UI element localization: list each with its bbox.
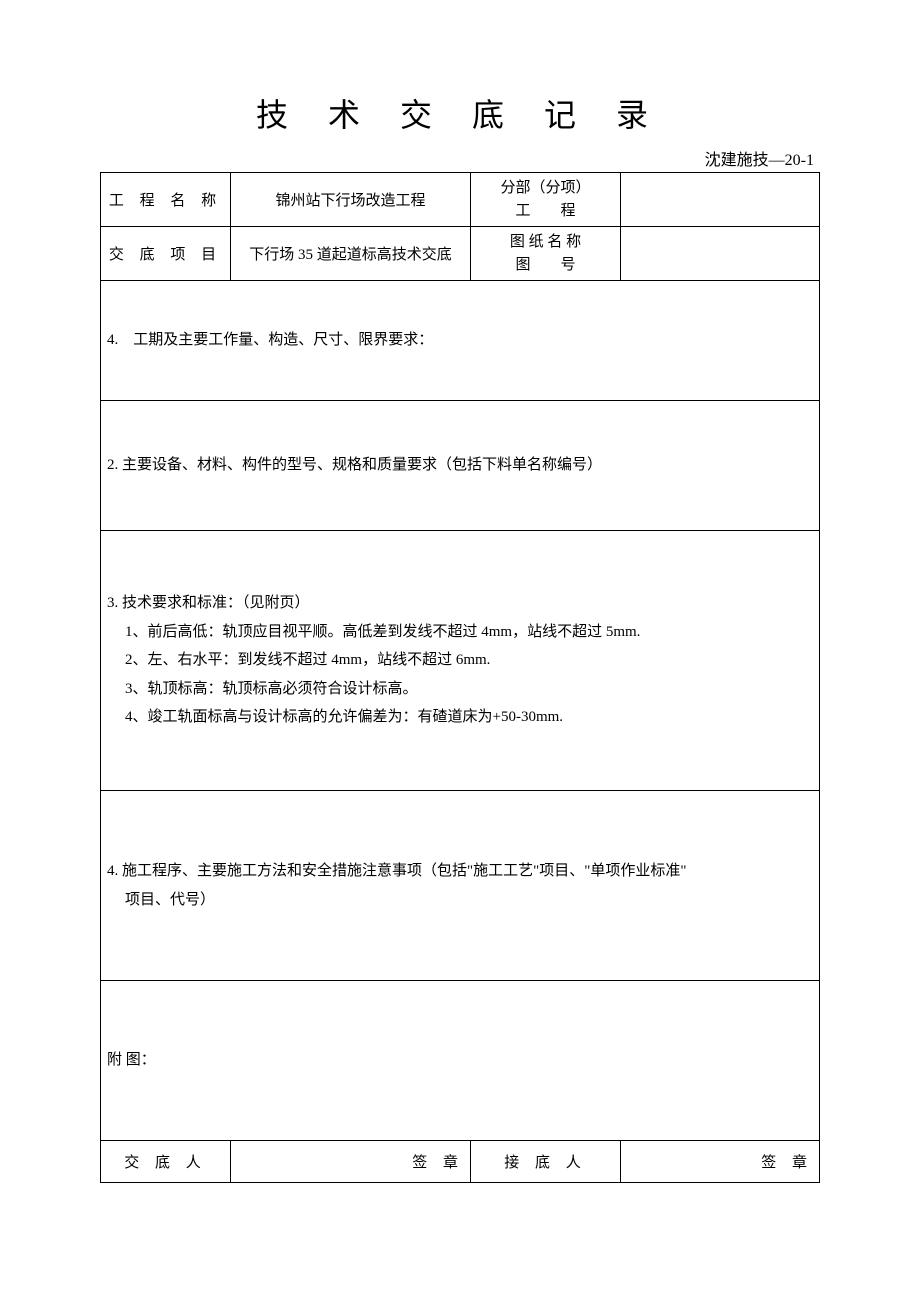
- section-1-cell: 4. 工期及主要工作量、构造、尺寸、限界要求：: [101, 281, 820, 401]
- section-3-item-2: 2、左、右水平：到发线不超过 4mm，站线不超过 6mm.: [107, 646, 813, 675]
- subsection-label: 分部（分项） 工 程: [471, 173, 621, 227]
- project-name-value: 锦州站下行场改造工程: [231, 173, 471, 227]
- section-5-title: 附 图：: [107, 1046, 813, 1075]
- subsection-value: [621, 173, 820, 227]
- item-value: 下行场 35 道起道标高技术交底: [231, 227, 471, 281]
- section-2-cell: 2. 主要设备、材料、构件的型号、规格和质量要求（包括下料单名称编号）: [101, 401, 820, 531]
- receiver-signature-field: 签 章: [621, 1141, 820, 1183]
- drawing-label-line2: 图 号: [515, 257, 575, 273]
- receiver-label: 接 底 人: [471, 1141, 621, 1183]
- main-form-table: 工 程 名 称 锦州站下行场改造工程 分部（分项） 工 程 交 底 项 目 下行…: [100, 172, 820, 1183]
- section-5-cell: 附 图：: [101, 981, 820, 1141]
- section-3-cell: 3. 技术要求和标准：（见附页） 1、前后高低：轨顶应目视平顺。高低差到发线不超…: [101, 531, 820, 791]
- section-2-row: 2. 主要设备、材料、构件的型号、规格和质量要求（包括下料单名称编号）: [101, 401, 820, 531]
- submitter-label: 交 底 人: [101, 1141, 231, 1183]
- header-row-2: 交 底 项 目 下行场 35 道起道标高技术交底 图 纸 名 称 图 号: [101, 227, 820, 281]
- project-name-label: 工 程 名 称: [101, 173, 231, 227]
- section-3-item-3: 3、轨顶标高：轨顶标高必须符合设计标高。: [107, 675, 813, 704]
- section-4-row: 4. 施工程序、主要施工方法和安全措施注意事项（包括"施工工艺"项目、"单项作业…: [101, 791, 820, 981]
- section-2-title: 2. 主要设备、材料、构件的型号、规格和质量要求（包括下料单名称编号）: [107, 451, 813, 480]
- section-1-title: 4. 工期及主要工作量、构造、尺寸、限界要求：: [107, 326, 813, 355]
- section-3-item-1: 1、前后高低：轨顶应目视平顺。高低差到发线不超过 4mm，站线不超过 5mm.: [107, 618, 813, 647]
- signature-row: 交 底 人 签 章 接 底 人 签 章: [101, 1141, 820, 1183]
- section-3-row: 3. 技术要求和标准：（见附页） 1、前后高低：轨顶应目视平顺。高低差到发线不超…: [101, 531, 820, 791]
- section-4-title: 4. 施工程序、主要施工方法和安全措施注意事项（包括"施工工艺"项目、"单项作业…: [107, 857, 813, 886]
- subsection-label-line2: 工 程: [515, 203, 575, 219]
- section-4-cell: 4. 施工程序、主要施工方法和安全措施注意事项（包括"施工工艺"项目、"单项作业…: [101, 791, 820, 981]
- section-1-row: 4. 工期及主要工作量、构造、尺寸、限界要求：: [101, 281, 820, 401]
- section-3-item-4: 4、竣工轨面标高与设计标高的允许偏差为：有碴道床为+50-30mm.: [107, 703, 813, 732]
- document-title: 技 术 交 底 记 录: [100, 90, 820, 136]
- section-5-row: 附 图：: [101, 981, 820, 1141]
- section-4-title-2: 项目、代号）: [107, 886, 813, 915]
- drawing-label-line1: 图 纸 名 称: [510, 234, 581, 250]
- header-row-1: 工 程 名 称 锦州站下行场改造工程 分部（分项） 工 程: [101, 173, 820, 227]
- subsection-label-line1: 分部（分项）: [500, 180, 590, 196]
- section-3-title: 3. 技术要求和标准：（见附页）: [107, 589, 813, 618]
- item-label: 交 底 项 目: [101, 227, 231, 281]
- form-code: 沈建施技—20-1: [100, 146, 820, 170]
- drawing-value: [621, 227, 820, 281]
- drawing-label: 图 纸 名 称 图 号: [471, 227, 621, 281]
- submitter-signature-field: 签 章: [231, 1141, 471, 1183]
